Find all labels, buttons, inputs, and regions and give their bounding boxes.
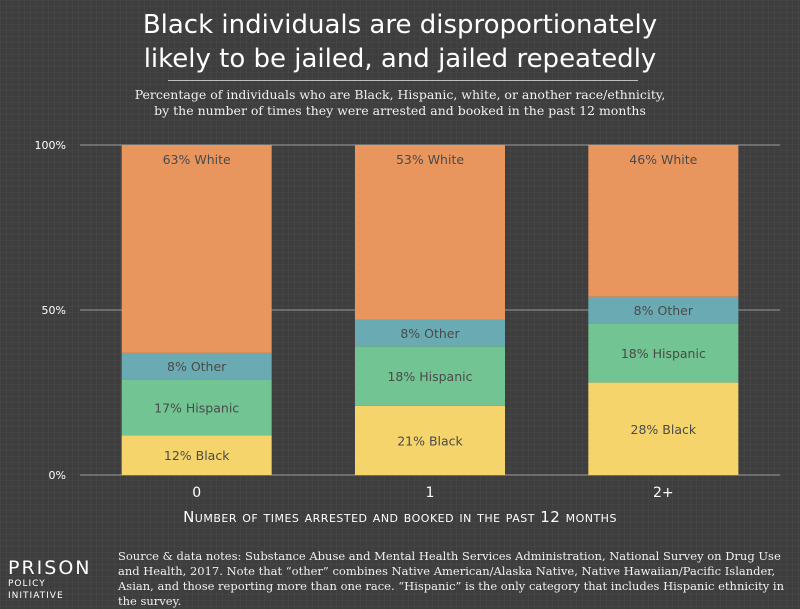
x-tick-label: 1 bbox=[426, 485, 435, 501]
data-label-other: 8% Other bbox=[167, 359, 227, 374]
logo-line-1: PRISON bbox=[8, 557, 92, 579]
data-label-black: 28% Black bbox=[631, 422, 697, 437]
data-label-hispanic: 17% Hispanic bbox=[154, 400, 239, 415]
bar-segment-hispanic bbox=[121, 379, 272, 436]
data-label-other: 8% Other bbox=[400, 326, 460, 341]
title-line-2: likely to be jailed, and jailed repeated… bbox=[143, 44, 657, 74]
bar-segment-white bbox=[588, 145, 739, 297]
stacked-bar-chart: 0% 50% 100% 12% Black 17% Hispanic 8% Other 63… bbox=[35, 139, 780, 501]
bar-segment-white bbox=[355, 145, 505, 320]
subtitle-line-1: Percentage of individuals who are Black,… bbox=[134, 87, 666, 102]
data-label-white: 46% White bbox=[629, 152, 697, 167]
title-line-1: Black individuals are disproportionately bbox=[142, 10, 658, 40]
bar-segment-hispanic bbox=[588, 323, 739, 383]
source-notes: Source & data notes: Substance Abuse and… bbox=[118, 549, 785, 608]
data-label-black: 12% Black bbox=[164, 448, 230, 463]
y-tick-label: 50% bbox=[42, 304, 66, 317]
x-tick-label: 2+ bbox=[653, 485, 674, 501]
bar-segment-black bbox=[121, 435, 272, 475]
x-axis-label: Number of times arrested and booked in t… bbox=[183, 508, 617, 526]
logo-line-2: POLICY INITIATIVE bbox=[8, 579, 64, 601]
bar-segment-hispanic bbox=[355, 346, 505, 406]
chart-subtitle: Percentage of individuals who are Black,… bbox=[0, 87, 800, 119]
x-tick-label: 0 bbox=[192, 485, 201, 501]
data-label-hispanic: 18% Hispanic bbox=[621, 346, 706, 361]
data-label-white: 63% White bbox=[163, 152, 231, 167]
bar-segment-black bbox=[355, 405, 505, 475]
prison-policy-initiative-logo: PRISON POLICY INITIATIVE bbox=[8, 558, 100, 602]
subtitle-line-2: by the number of times they were arreste… bbox=[154, 103, 646, 118]
data-label-white: 53% White bbox=[396, 152, 464, 167]
bar-segment-white bbox=[121, 145, 272, 353]
data-label-hispanic: 18% Hispanic bbox=[387, 369, 472, 384]
data-label-other: 8% Other bbox=[634, 303, 694, 318]
bar-segment-other bbox=[355, 319, 505, 347]
y-tick-label: 100% bbox=[35, 139, 66, 152]
title-divider bbox=[168, 80, 638, 81]
data-label-black: 21% Black bbox=[397, 433, 463, 448]
chart-title: Black individuals are disproportionately… bbox=[0, 8, 800, 76]
bar-segment-other bbox=[121, 352, 272, 380]
y-tick-label: 0% bbox=[49, 469, 66, 482]
bar-segment-black bbox=[588, 382, 739, 475]
bar-segment-other bbox=[588, 296, 739, 324]
